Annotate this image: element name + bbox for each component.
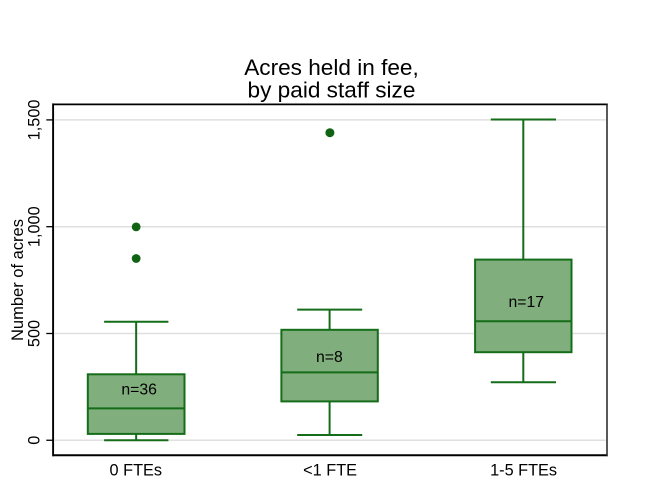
svg-text:<1 FTE: <1 FTE [303,462,357,480]
svg-text:0: 0 [26,436,44,445]
svg-text:n=17: n=17 [509,294,545,311]
svg-text:Acres held in fee,: Acres held in fee, [244,55,419,80]
svg-text:n=8: n=8 [316,349,343,366]
svg-text:1,000: 1,000 [26,206,44,247]
svg-text:0 FTEs: 0 FTEs [110,462,162,480]
svg-text:1-5 FTEs: 1-5 FTEs [490,462,557,480]
svg-text:by paid staff size: by paid staff size [248,77,416,102]
svg-text:Number of acres: Number of acres [9,219,27,341]
svg-text:500: 500 [26,320,44,347]
svg-text:n=36: n=36 [121,382,157,399]
svg-text:1,500: 1,500 [26,100,44,141]
